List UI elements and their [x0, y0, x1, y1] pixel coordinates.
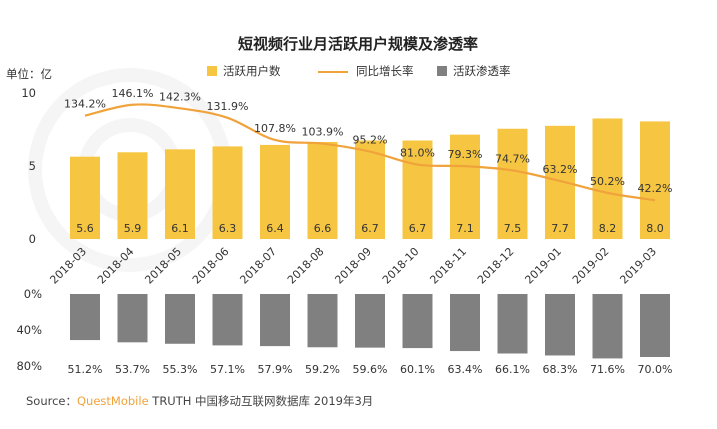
users-bar-label: 6.6 — [314, 222, 332, 235]
unit-label: 单位：亿 — [6, 67, 52, 81]
penetration-bar-label: 51.2% — [68, 363, 103, 376]
chart-title: 短视频行业月活跃用户规模及渗透率 — [238, 35, 478, 53]
x-tick-label: 2019-02 — [570, 245, 612, 287]
users-bar-label: 6.1 — [171, 222, 189, 235]
penetration-bar — [592, 294, 623, 359]
growth-label: 63.2% — [543, 163, 578, 176]
growth-label: 146.1% — [112, 87, 154, 100]
penetration-tick-label: 80% — [16, 359, 42, 373]
users-bar — [212, 146, 243, 239]
source-brand: QuestMobile — [77, 394, 149, 408]
users-bar-label: 7.7 — [551, 222, 569, 235]
legend-label-penetration: 活跃渗透率 — [453, 64, 511, 78]
y-tick-label: 10 — [21, 86, 36, 100]
users-bar — [355, 140, 385, 239]
source-prefix: Source： — [26, 394, 77, 408]
users-bar — [117, 152, 148, 239]
growth-line-group: 134.2% 146.1% 142.3% 131.9% 107.8% 103.9% 95.2… — [64, 87, 673, 202]
penetration-bar — [260, 294, 290, 347]
penetration-bar-label: 66.1% — [495, 363, 530, 376]
penetration-tick-label: 0% — [24, 287, 42, 301]
legend-swatch-users — [207, 66, 217, 76]
y-tick-label: 5 — [29, 159, 36, 173]
x-tick-label: 2018-08 — [285, 245, 327, 287]
growth-label: 107.8% — [254, 122, 296, 135]
x-tick-label: 2018-11 — [427, 245, 469, 287]
growth-label: 79.3% — [448, 148, 483, 161]
penetration-bar — [450, 294, 480, 352]
x-tick-label: 2018-10 — [380, 245, 422, 287]
legend-label-users: 活跃用户数 — [223, 64, 281, 78]
growth-label: 42.2% — [638, 182, 673, 195]
penetration-bar-label: 59.6% — [353, 363, 388, 376]
users-bar — [497, 128, 528, 239]
penetration-bar-label: 70.0% — [638, 363, 673, 376]
penetration-bar-label: 68.3% — [543, 363, 578, 376]
x-tick-label: 2018-12 — [475, 245, 517, 287]
penetration-bar — [402, 294, 433, 349]
growth-label: 50.2% — [590, 175, 625, 188]
growth-label: 134.2% — [64, 98, 106, 111]
penetration-bar — [640, 294, 670, 357]
growth-label: 131.9% — [207, 100, 249, 113]
penetration-bar — [117, 294, 148, 343]
users-bar — [165, 149, 195, 239]
growth-label: 103.9% — [302, 126, 344, 139]
users-bar — [450, 134, 480, 239]
x-tick-label: 2019-03 — [617, 245, 659, 287]
penetration-bar — [307, 294, 338, 348]
users-bar — [260, 144, 290, 239]
users-bar-label: 8.0 — [646, 222, 664, 235]
growth-label: 74.7% — [495, 152, 530, 165]
penetration-bar-label: 53.7% — [115, 363, 150, 376]
legend: 活跃用户数 同比增长率 活跃渗透率 — [207, 64, 511, 78]
users-bar — [592, 118, 623, 239]
penetration-bar — [355, 294, 385, 348]
penetration-bar-label: 71.6% — [590, 363, 625, 376]
source-text: TRUTH 中国移动互联网数据库 2019年3月 — [149, 394, 374, 408]
y-tick-label: 0 — [29, 232, 36, 246]
x-tick-label: 2019-01 — [522, 245, 564, 287]
penetration-bar — [212, 294, 243, 346]
penetration-bar-label: 55.3% — [163, 363, 198, 376]
users-bar-label: 5.6 — [76, 222, 94, 235]
x-tick-label: 2018-09 — [332, 245, 374, 287]
users-bar-label: 7.1 — [456, 222, 474, 235]
users-bar — [402, 140, 433, 239]
users-bar-label: 6.4 — [266, 222, 284, 235]
penetration-bar — [165, 294, 195, 344]
legend-label-growth: 同比增长率 — [356, 64, 414, 78]
users-bar-label: 8.2 — [599, 222, 617, 235]
users-bar-label: 6.7 — [409, 222, 427, 235]
penetration-bar-label: 57.9% — [258, 363, 293, 376]
growth-label: 95.2% — [353, 134, 388, 147]
users-bar — [307, 141, 338, 239]
users-bar-label: 5.9 — [124, 222, 142, 235]
users-bar — [640, 121, 670, 239]
penetration-tick-label: 40% — [16, 323, 42, 337]
users-bar — [70, 156, 100, 239]
growth-label: 142.3% — [159, 90, 201, 103]
legend-swatch-penetration — [437, 66, 447, 76]
penetration-bar-label: 63.4% — [448, 363, 483, 376]
penetration-bar-label: 59.2% — [305, 363, 340, 376]
users-bar-label: 6.3 — [219, 222, 237, 235]
penetration-bar-label: 57.1% — [210, 363, 245, 376]
penetration-bar — [70, 294, 100, 341]
users-bars: 5.6 5.9 6.1 6.3 6.4 6.6 6.7 6.7 7.1 7.5 7.7 8.2 8.0 — [70, 118, 670, 239]
source-line: Source：QuestMobile TRUTH 中国移动互联网数据库 2019… — [26, 394, 373, 408]
users-bar-label: 6.7 — [361, 222, 379, 235]
growth-label: 81.0% — [400, 147, 435, 160]
penetration-bars: 51.2% 53.7% 55.3% 57.1% 57.9% 59.2% 59.6% 60.1%… — [68, 294, 673, 376]
penetration-bar — [545, 294, 575, 356]
x-tick-label: 2018-07 — [237, 245, 279, 287]
x-tick-label: 2018-06 — [190, 245, 232, 287]
penetration-bar-label: 60.1% — [400, 363, 435, 376]
users-bar-label: 7.5 — [504, 222, 522, 235]
penetration-bar — [497, 294, 528, 354]
growth-line — [84, 103, 656, 202]
